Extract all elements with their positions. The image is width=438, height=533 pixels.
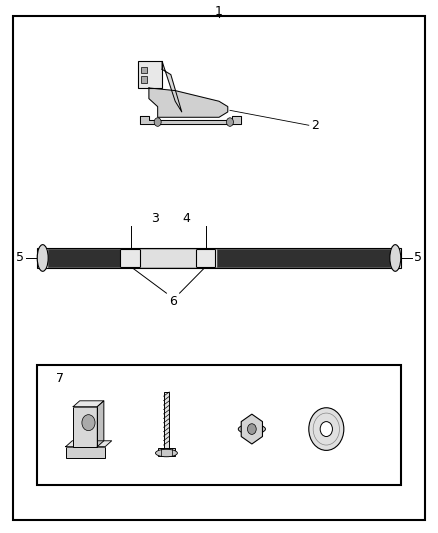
Ellipse shape [37, 245, 48, 271]
Polygon shape [241, 414, 262, 444]
Polygon shape [66, 441, 112, 447]
Text: 1: 1 [215, 5, 223, 18]
Bar [196, 249, 215, 266]
Circle shape [313, 413, 339, 445]
Bar [120, 249, 140, 266]
Circle shape [309, 408, 344, 450]
Circle shape [154, 118, 161, 126]
Bar [163, 392, 169, 449]
Circle shape [247, 424, 256, 434]
Bar [73, 407, 97, 447]
Polygon shape [140, 116, 241, 124]
Bar [141, 76, 147, 83]
Text: 2: 2 [311, 119, 319, 132]
Text: 4: 4 [182, 212, 190, 225]
Ellipse shape [238, 424, 265, 434]
Circle shape [226, 118, 233, 126]
Bar [37, 248, 401, 268]
Polygon shape [97, 401, 104, 447]
Bar [37, 365, 401, 485]
Circle shape [320, 422, 332, 437]
Bar [141, 67, 147, 73]
Bar [217, 249, 390, 266]
Ellipse shape [390, 245, 401, 271]
Text: 6: 6 [169, 295, 177, 308]
Bar [138, 61, 162, 88]
Polygon shape [73, 401, 104, 407]
Text: 7: 7 [56, 372, 64, 385]
Text: 3: 3 [152, 212, 159, 225]
Bar [66, 447, 105, 458]
Polygon shape [149, 88, 228, 117]
Polygon shape [162, 61, 182, 112]
Bar [48, 249, 120, 266]
Ellipse shape [155, 449, 177, 457]
Text: 5: 5 [414, 252, 422, 264]
Circle shape [82, 415, 95, 431]
Text: 5: 5 [16, 252, 24, 264]
Bar [158, 448, 175, 456]
